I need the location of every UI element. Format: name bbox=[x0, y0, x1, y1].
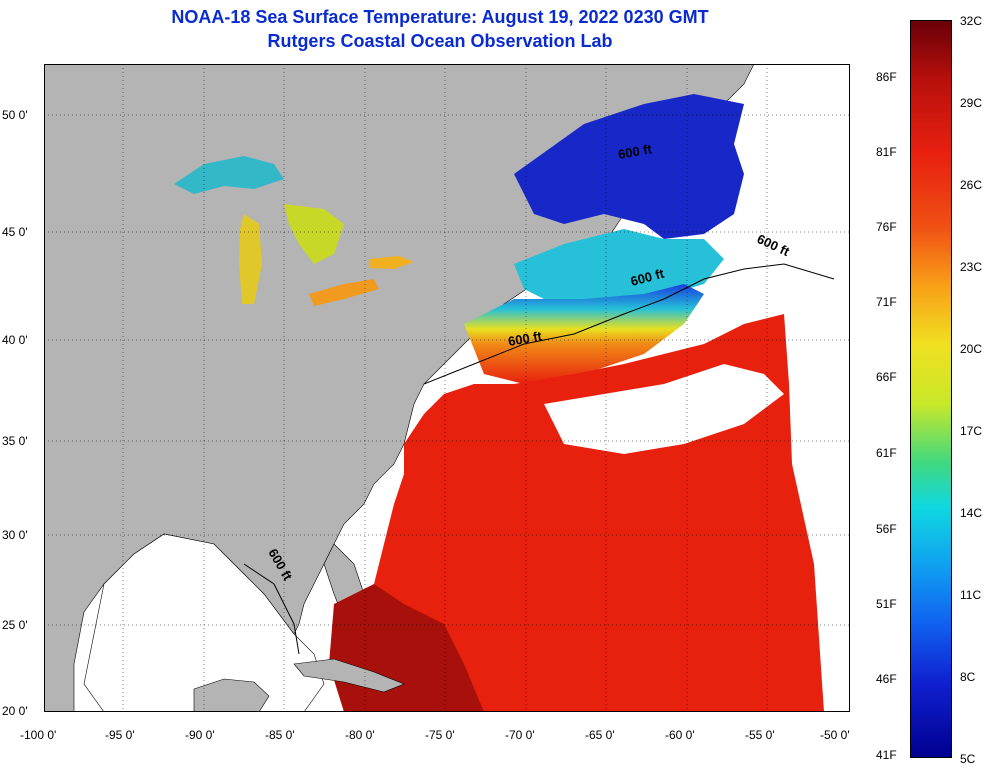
isobath-label-1: 600 ft bbox=[507, 328, 544, 349]
lake-erie bbox=[309, 279, 379, 306]
cbar-c-20: 20C bbox=[960, 342, 983, 356]
lat-label-50: 50 0' bbox=[2, 108, 28, 122]
cbar-f-56: 56F bbox=[876, 522, 897, 536]
colorbar bbox=[910, 20, 952, 758]
cbar-c-5: 5C bbox=[960, 752, 976, 766]
lon-label-60: -60 0' bbox=[665, 728, 695, 742]
lon-label-90: -90 0' bbox=[185, 728, 215, 742]
lon-label-95: -95 0' bbox=[105, 728, 135, 742]
cbar-c-32: 32C bbox=[960, 14, 983, 28]
gulf-of-mexico bbox=[83, 533, 325, 712]
lon-label-50: -50 0' bbox=[820, 728, 850, 742]
cbar-c-8: 8C bbox=[960, 670, 976, 684]
cbar-f-61: 61F bbox=[876, 446, 897, 460]
land-cuba bbox=[293, 658, 405, 693]
cbar-f-51: 51F bbox=[876, 597, 897, 611]
lat-label-40: 40 0' bbox=[2, 333, 28, 347]
cbar-f-86: 86F bbox=[876, 70, 897, 84]
cbar-f-81: 81F bbox=[876, 145, 897, 159]
map-frame bbox=[44, 64, 850, 712]
cloud-patch bbox=[544, 364, 784, 454]
cbar-f-46: 46F bbox=[876, 672, 897, 686]
lon-label-70: -70 0' bbox=[505, 728, 535, 742]
lon-label-80: -80 0' bbox=[345, 728, 375, 742]
lake-superior bbox=[174, 156, 284, 194]
lat-label-25: 25 0' bbox=[2, 618, 28, 632]
cbar-f-71: 71F bbox=[876, 295, 897, 309]
lon-label-75: -75 0' bbox=[425, 728, 455, 742]
sst-map: 600 ft 600 ft 600 ft 600 ft 600 ft bbox=[44, 64, 850, 712]
graticule bbox=[44, 64, 850, 712]
lon-label-65: -65 0' bbox=[585, 728, 615, 742]
lake-michigan bbox=[239, 214, 262, 304]
cbar-f-41: 41F bbox=[876, 748, 897, 762]
cbar-c-26: 26C bbox=[960, 178, 983, 192]
lat-label-20: 20 0' bbox=[2, 704, 28, 718]
lake-huron bbox=[284, 204, 344, 264]
lon-label-85: -85 0' bbox=[265, 728, 295, 742]
isobath-label-4: 600 ft bbox=[617, 141, 654, 162]
map-title: NOAA-18 Sea Surface Temperature: August … bbox=[171, 7, 709, 27]
cold-water-north bbox=[514, 94, 744, 239]
cbar-f-76: 76F bbox=[876, 220, 897, 234]
lat-label-30: 30 0' bbox=[2, 528, 28, 542]
map-subtitle: Rutgers Coastal Ocean Observation Lab bbox=[267, 31, 613, 51]
mid-water-gradient bbox=[464, 284, 704, 384]
land-yucatan bbox=[193, 678, 270, 712]
cbar-c-14: 14C bbox=[960, 506, 983, 520]
cbar-c-23: 23C bbox=[960, 260, 983, 274]
cool-water-maine bbox=[514, 229, 724, 304]
cbar-c-11: 11C bbox=[960, 588, 982, 602]
lon-label-100: -100 0' bbox=[20, 728, 57, 742]
cbar-c-17: 17C bbox=[960, 424, 983, 438]
lat-label-35: 35 0' bbox=[2, 434, 28, 448]
cbar-f-66: 66F bbox=[876, 370, 897, 384]
lake-ontario bbox=[369, 256, 414, 269]
lon-label-55: -55 0' bbox=[745, 728, 775, 742]
cbar-c-29: 29C bbox=[960, 96, 983, 110]
lat-label-45: 45 0' bbox=[2, 225, 28, 239]
isobath-600ft bbox=[423, 263, 835, 385]
